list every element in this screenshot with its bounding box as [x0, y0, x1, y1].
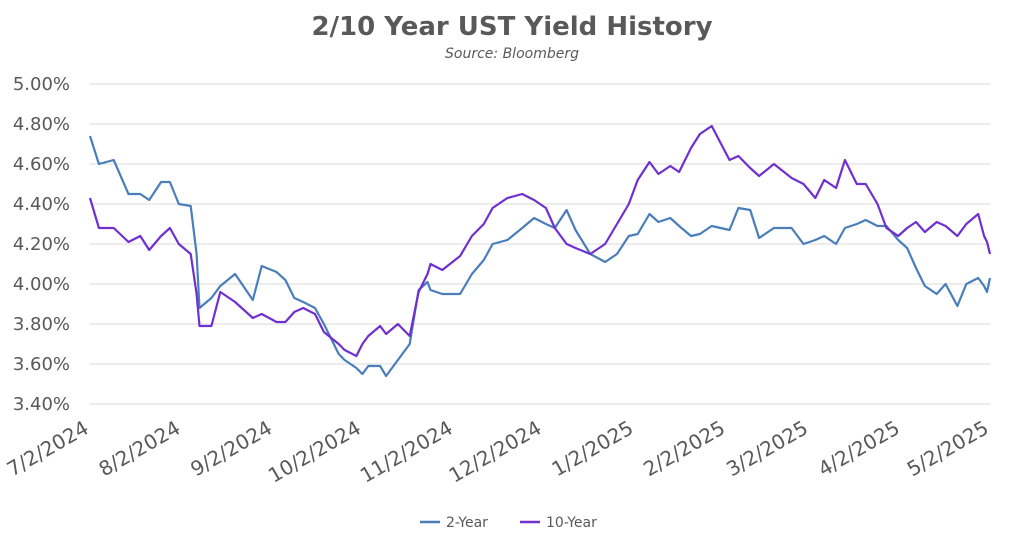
- x-tick-label: 1/2/2025: [547, 416, 637, 482]
- y-axis-ticks: 3.40% 3.60% 3.80% 4.00% 4.20% 4.40% 4.60% 4.80%…: [13, 74, 70, 415]
- series-line-10-year: [88, 124, 992, 358]
- x-tick-label: 5/2/2025: [903, 416, 993, 482]
- y-tick-label: 4.80%: [13, 114, 70, 135]
- y-tick-label: 5.00%: [13, 74, 70, 95]
- legend: 2-Year 10-Year: [420, 515, 597, 531]
- chart-subtitle: Source: Bloomberg: [445, 46, 579, 62]
- gridlines: [90, 83, 990, 405]
- y-tick-label: 4.00%: [13, 274, 70, 295]
- series-line-2-year: [88, 135, 992, 378]
- x-axis-ticks: 7/2/2024 8/2/2024 9/2/202410/2/202411/2/20…: [3, 416, 993, 488]
- x-tick-label: 12/2/2024: [445, 416, 546, 488]
- x-tick-label: 7/2/2024: [3, 416, 93, 482]
- y-tick-label: 3.40%: [13, 394, 70, 415]
- series-lines: [88, 124, 992, 378]
- x-tick-label: 10/2/2024: [264, 416, 365, 488]
- y-tick-label: 3.60%: [13, 354, 70, 375]
- x-tick-label: 3/2/2025: [722, 416, 812, 482]
- y-tick-label: 4.20%: [13, 234, 70, 255]
- x-tick-label: 8/2/2024: [94, 416, 184, 482]
- y-tick-label: 4.60%: [13, 154, 70, 175]
- legend-label: 2-Year: [446, 515, 488, 531]
- x-tick-label: 2/2/2025: [639, 416, 729, 482]
- x-tick-label: 4/2/2025: [814, 416, 904, 482]
- legend-label: 10-Year: [546, 515, 597, 531]
- y-tick-label: 3.80%: [13, 314, 70, 335]
- x-tick-label: 11/2/2024: [356, 416, 457, 488]
- x-tick-label: 9/2/2024: [186, 416, 276, 482]
- y-tick-label: 4.40%: [13, 194, 70, 215]
- chart-title: 2/10 Year UST Yield History: [311, 12, 712, 42]
